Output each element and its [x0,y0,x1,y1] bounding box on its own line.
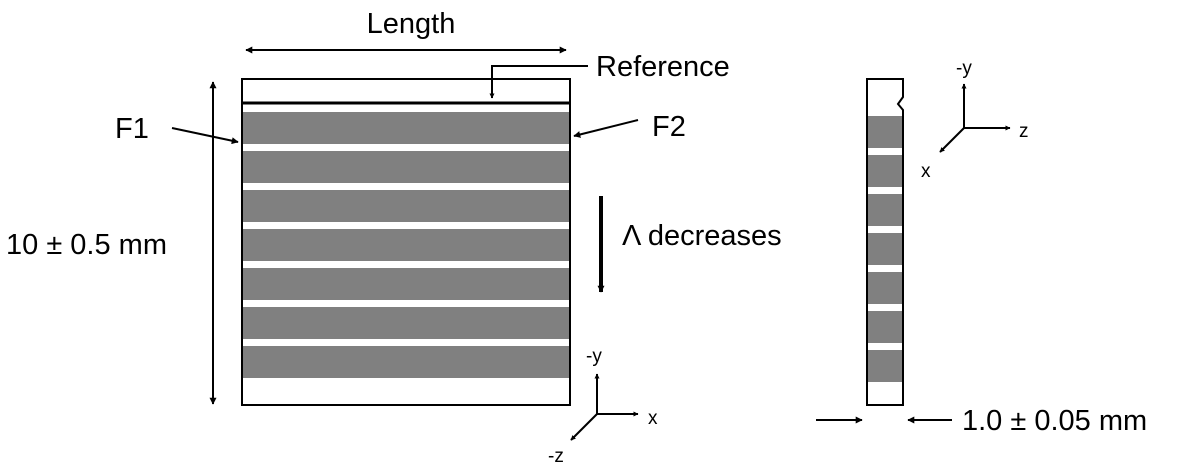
grating-stripe [243,190,569,222]
period-label: Λ decreases [622,220,782,252]
grating-stripe [243,229,569,261]
f1-label: F1 [115,113,149,145]
side-axes: -y z x [921,58,1029,182]
side-axis-z-label: z [1019,121,1029,142]
front-axis-x-label: x [648,408,658,429]
front-axis-y-label: -y [586,346,602,367]
side-axis-x-arrow [939,127,965,153]
reference-leader [489,65,588,99]
grating-stripe [243,112,569,144]
f2-arrow [573,119,639,138]
reference-label: Reference [596,51,730,83]
grating-stripe [243,151,569,183]
front-grating-stripes [243,112,569,378]
side-grating-stripe [868,233,902,265]
grating-stripe [243,307,569,339]
side-grating-stripe [868,116,902,148]
side-grating-stripe [868,350,902,382]
grating-stripe [243,268,569,300]
f1-arrow [171,127,239,145]
side-grating-stripe [868,155,902,187]
side-axis-y-label: -y [956,58,972,79]
side-grating-stripe [868,194,902,226]
front-axis-z-label: -z [548,446,564,467]
side-axis-x-label: x [921,161,931,182]
grating-stripe [243,346,569,378]
side-grating-stripe [868,272,902,304]
height-label: 10 ± 0.5 mm [6,229,167,261]
sample-outline [241,78,571,406]
f2-label: F2 [652,111,686,143]
length-label: Length [367,8,456,40]
side-outline [866,78,904,406]
front-view: Length Reference F1 F2 10 ± 0.5 mm Λ dec… [6,8,782,467]
side-view: 1.0 ± 0.05 mm -y z x [816,58,1147,437]
side-grating-stripes [868,116,902,382]
thickness-label: 1.0 ± 0.05 mm [962,405,1147,437]
front-axis-z-arrow [570,413,598,441]
side-grating-stripe [868,311,902,343]
front-axes: -y x -z [548,346,658,467]
